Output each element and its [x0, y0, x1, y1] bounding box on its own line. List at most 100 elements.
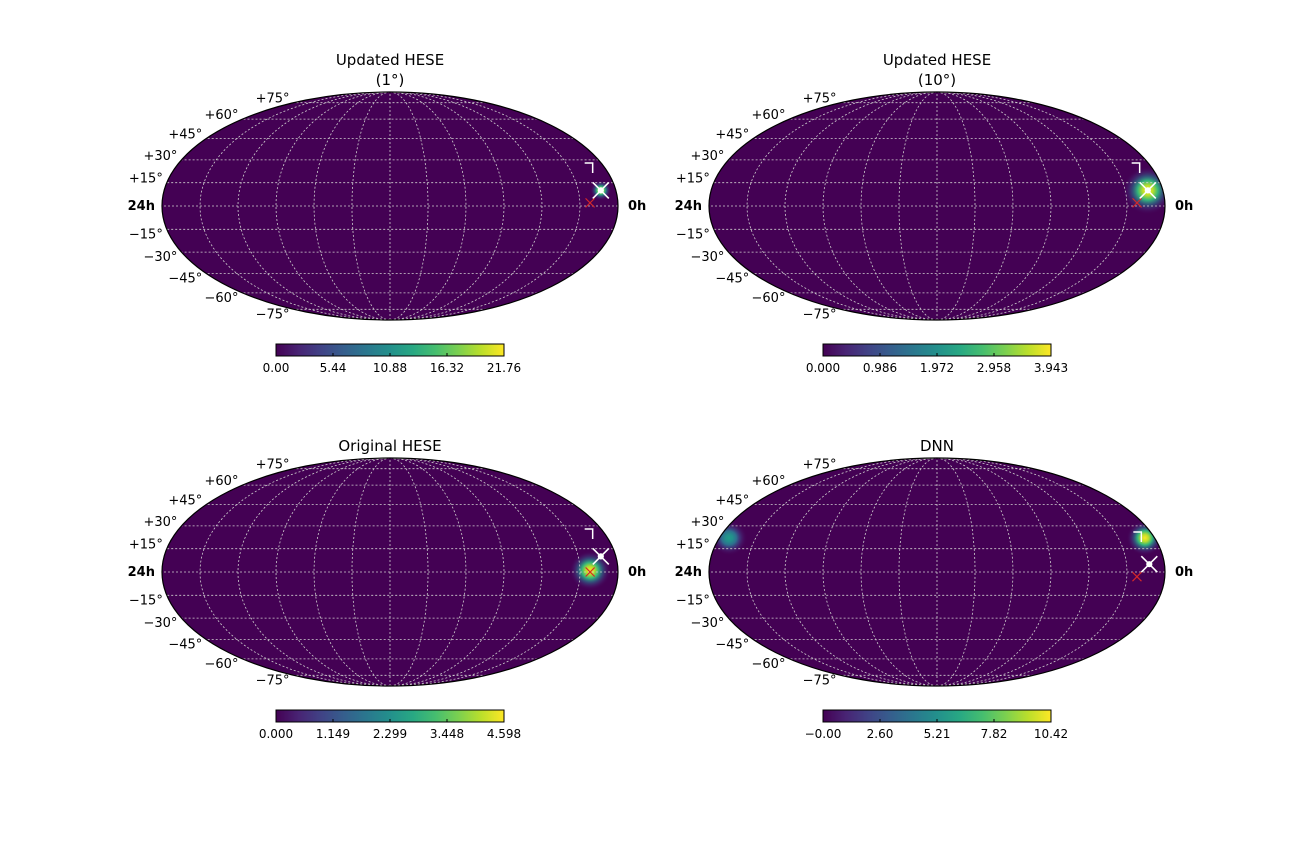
latitude-tick-label: −15°: [129, 593, 163, 608]
latitude-tick-label: +45°: [715, 494, 749, 509]
panel-title: Original HESE: [338, 437, 441, 455]
sky-map-panel: +75° +60°+45° +30° +15° −15° −30° −45°−60° −75°…: [675, 437, 1194, 741]
latitude-tick-label: +60°: [205, 474, 239, 489]
sky-map-panel: +75° +60°+45° +30° +15° −15° −30° −45°−60° −75°…: [128, 437, 647, 741]
latitude-tick-label: +15°: [676, 538, 710, 553]
colorbar-tick-label: −0.00: [805, 727, 842, 741]
latitude-tick-label: −75°: [256, 307, 290, 322]
reference-x-marker: [585, 197, 595, 208]
colorbar-tick-label: 5.21: [924, 727, 951, 741]
latitude-tick-label: +30°: [690, 149, 724, 164]
meridian-line: [784, 458, 938, 686]
meridian-line: [275, 458, 391, 686]
ra-label-right: 0h: [628, 565, 646, 580]
panel-title: DNN: [920, 437, 954, 455]
latitude-tick-label: +30°: [143, 149, 177, 164]
sky-border: [708, 457, 1166, 687]
ra-label-left: 24h: [675, 565, 702, 580]
latitude-tick-label: +75°: [256, 92, 290, 107]
colorbar-tick-label: 10.42: [1034, 727, 1068, 741]
panel-title: Updated HESE: [883, 51, 991, 69]
meridian-line: [389, 458, 581, 686]
latitude-tick-label: −30°: [143, 616, 177, 631]
ra-label-right: 0h: [628, 199, 646, 214]
sky-border: [161, 457, 619, 687]
latitude-tick-label: −45°: [168, 271, 202, 286]
sky-map-panel: +75° +60°+45° +30° +15° −15° −30° −45°−60° −75°…: [675, 51, 1194, 375]
colorbar-tick-label: 2.60: [867, 727, 894, 741]
arrow-marker: [584, 528, 594, 539]
colorbar-tick-label: 16.32: [430, 361, 464, 375]
sky-map-panel: +75° +60°+45° +30° +15° −15° −30° −45°−60° −75°…: [128, 51, 647, 375]
latitude-tick-label: −75°: [803, 673, 837, 688]
panel-subtitle: (1°): [376, 71, 405, 89]
source-star-marker: [1139, 181, 1157, 199]
latitude-tick-label: +30°: [690, 515, 724, 530]
graticule: [709, 458, 1165, 686]
latitude-tick-label: −30°: [143, 250, 177, 265]
meridian-line: [936, 92, 1052, 320]
ra-label-left: 24h: [128, 565, 155, 580]
meridian-line: [822, 458, 938, 686]
source-star-marker: [592, 181, 610, 199]
ra-label-right: 0h: [1175, 199, 1193, 214]
source-star-marker: [592, 547, 610, 565]
colorbar-tick-label: 2.299: [373, 727, 407, 741]
graticule: [709, 92, 1165, 320]
latitude-tick-label: +15°: [676, 172, 710, 187]
latitude-tick-label: −60°: [205, 657, 239, 672]
meridian-line: [936, 92, 1090, 320]
reference-x-marker: [1132, 197, 1142, 208]
latitude-tick-label: +75°: [256, 458, 290, 473]
colorbar-tick-label: 0.000: [259, 727, 293, 741]
meridian-line: [822, 92, 938, 320]
ra-label-left: 24h: [128, 199, 155, 214]
meridian-line: [746, 92, 938, 320]
meridian-line: [275, 92, 391, 320]
meridian-line: [746, 458, 938, 686]
colorbar-tick-label: 1.972: [920, 361, 954, 375]
meridian-line: [936, 92, 1128, 320]
meridian-line: [237, 92, 391, 320]
panel-title: Updated HESE: [336, 51, 444, 69]
arrow-marker: [1133, 531, 1143, 542]
latitude-tick-label: −45°: [715, 637, 749, 652]
colorbar-tick-label: 4.598: [487, 727, 521, 741]
sky-border: [708, 91, 1166, 321]
latitude-tick-label: +75°: [803, 458, 837, 473]
colorbar-tick-label: 2.958: [977, 361, 1011, 375]
sky-border: [161, 91, 619, 321]
ra-label-right: 0h: [1175, 565, 1193, 580]
latitude-tick-label: +60°: [205, 108, 239, 123]
latitude-tick-label: −60°: [752, 657, 786, 672]
meridian-line: [199, 458, 391, 686]
graticule: [162, 458, 618, 686]
latitude-tick-label: −60°: [752, 291, 786, 306]
ra-label-left: 24h: [675, 199, 702, 214]
meridian-line: [936, 458, 1052, 686]
latitude-tick-label: −45°: [715, 271, 749, 286]
meridian-line: [199, 92, 391, 320]
latitude-tick-label: −15°: [676, 593, 710, 608]
colorbar-tick-label: 5.44: [320, 361, 347, 375]
reference-x-marker: [1132, 571, 1142, 582]
panel-subtitle: (10°): [918, 71, 956, 89]
colorbar-tick-label: 0.00: [263, 361, 290, 375]
arrow-marker: [1131, 162, 1141, 173]
colorbar-tick-label: 10.88: [373, 361, 407, 375]
meridian-line: [936, 458, 1090, 686]
colorbar-tick-label: 0.986: [863, 361, 897, 375]
reference-x-marker: [585, 567, 596, 577]
latitude-tick-label: −75°: [256, 673, 290, 688]
probability-hotspot: [569, 550, 611, 591]
meridian-line: [936, 458, 1128, 686]
colorbar-tick-label: 3.943: [1034, 361, 1068, 375]
meridian-line: [784, 92, 938, 320]
latitude-tick-label: +60°: [752, 474, 786, 489]
colorbar-tick-label: 7.82: [981, 727, 1008, 741]
source-star-marker: [1140, 555, 1158, 573]
graticule: [162, 92, 618, 320]
latitude-tick-label: +45°: [168, 128, 202, 143]
latitude-tick-label: +15°: [129, 172, 163, 187]
